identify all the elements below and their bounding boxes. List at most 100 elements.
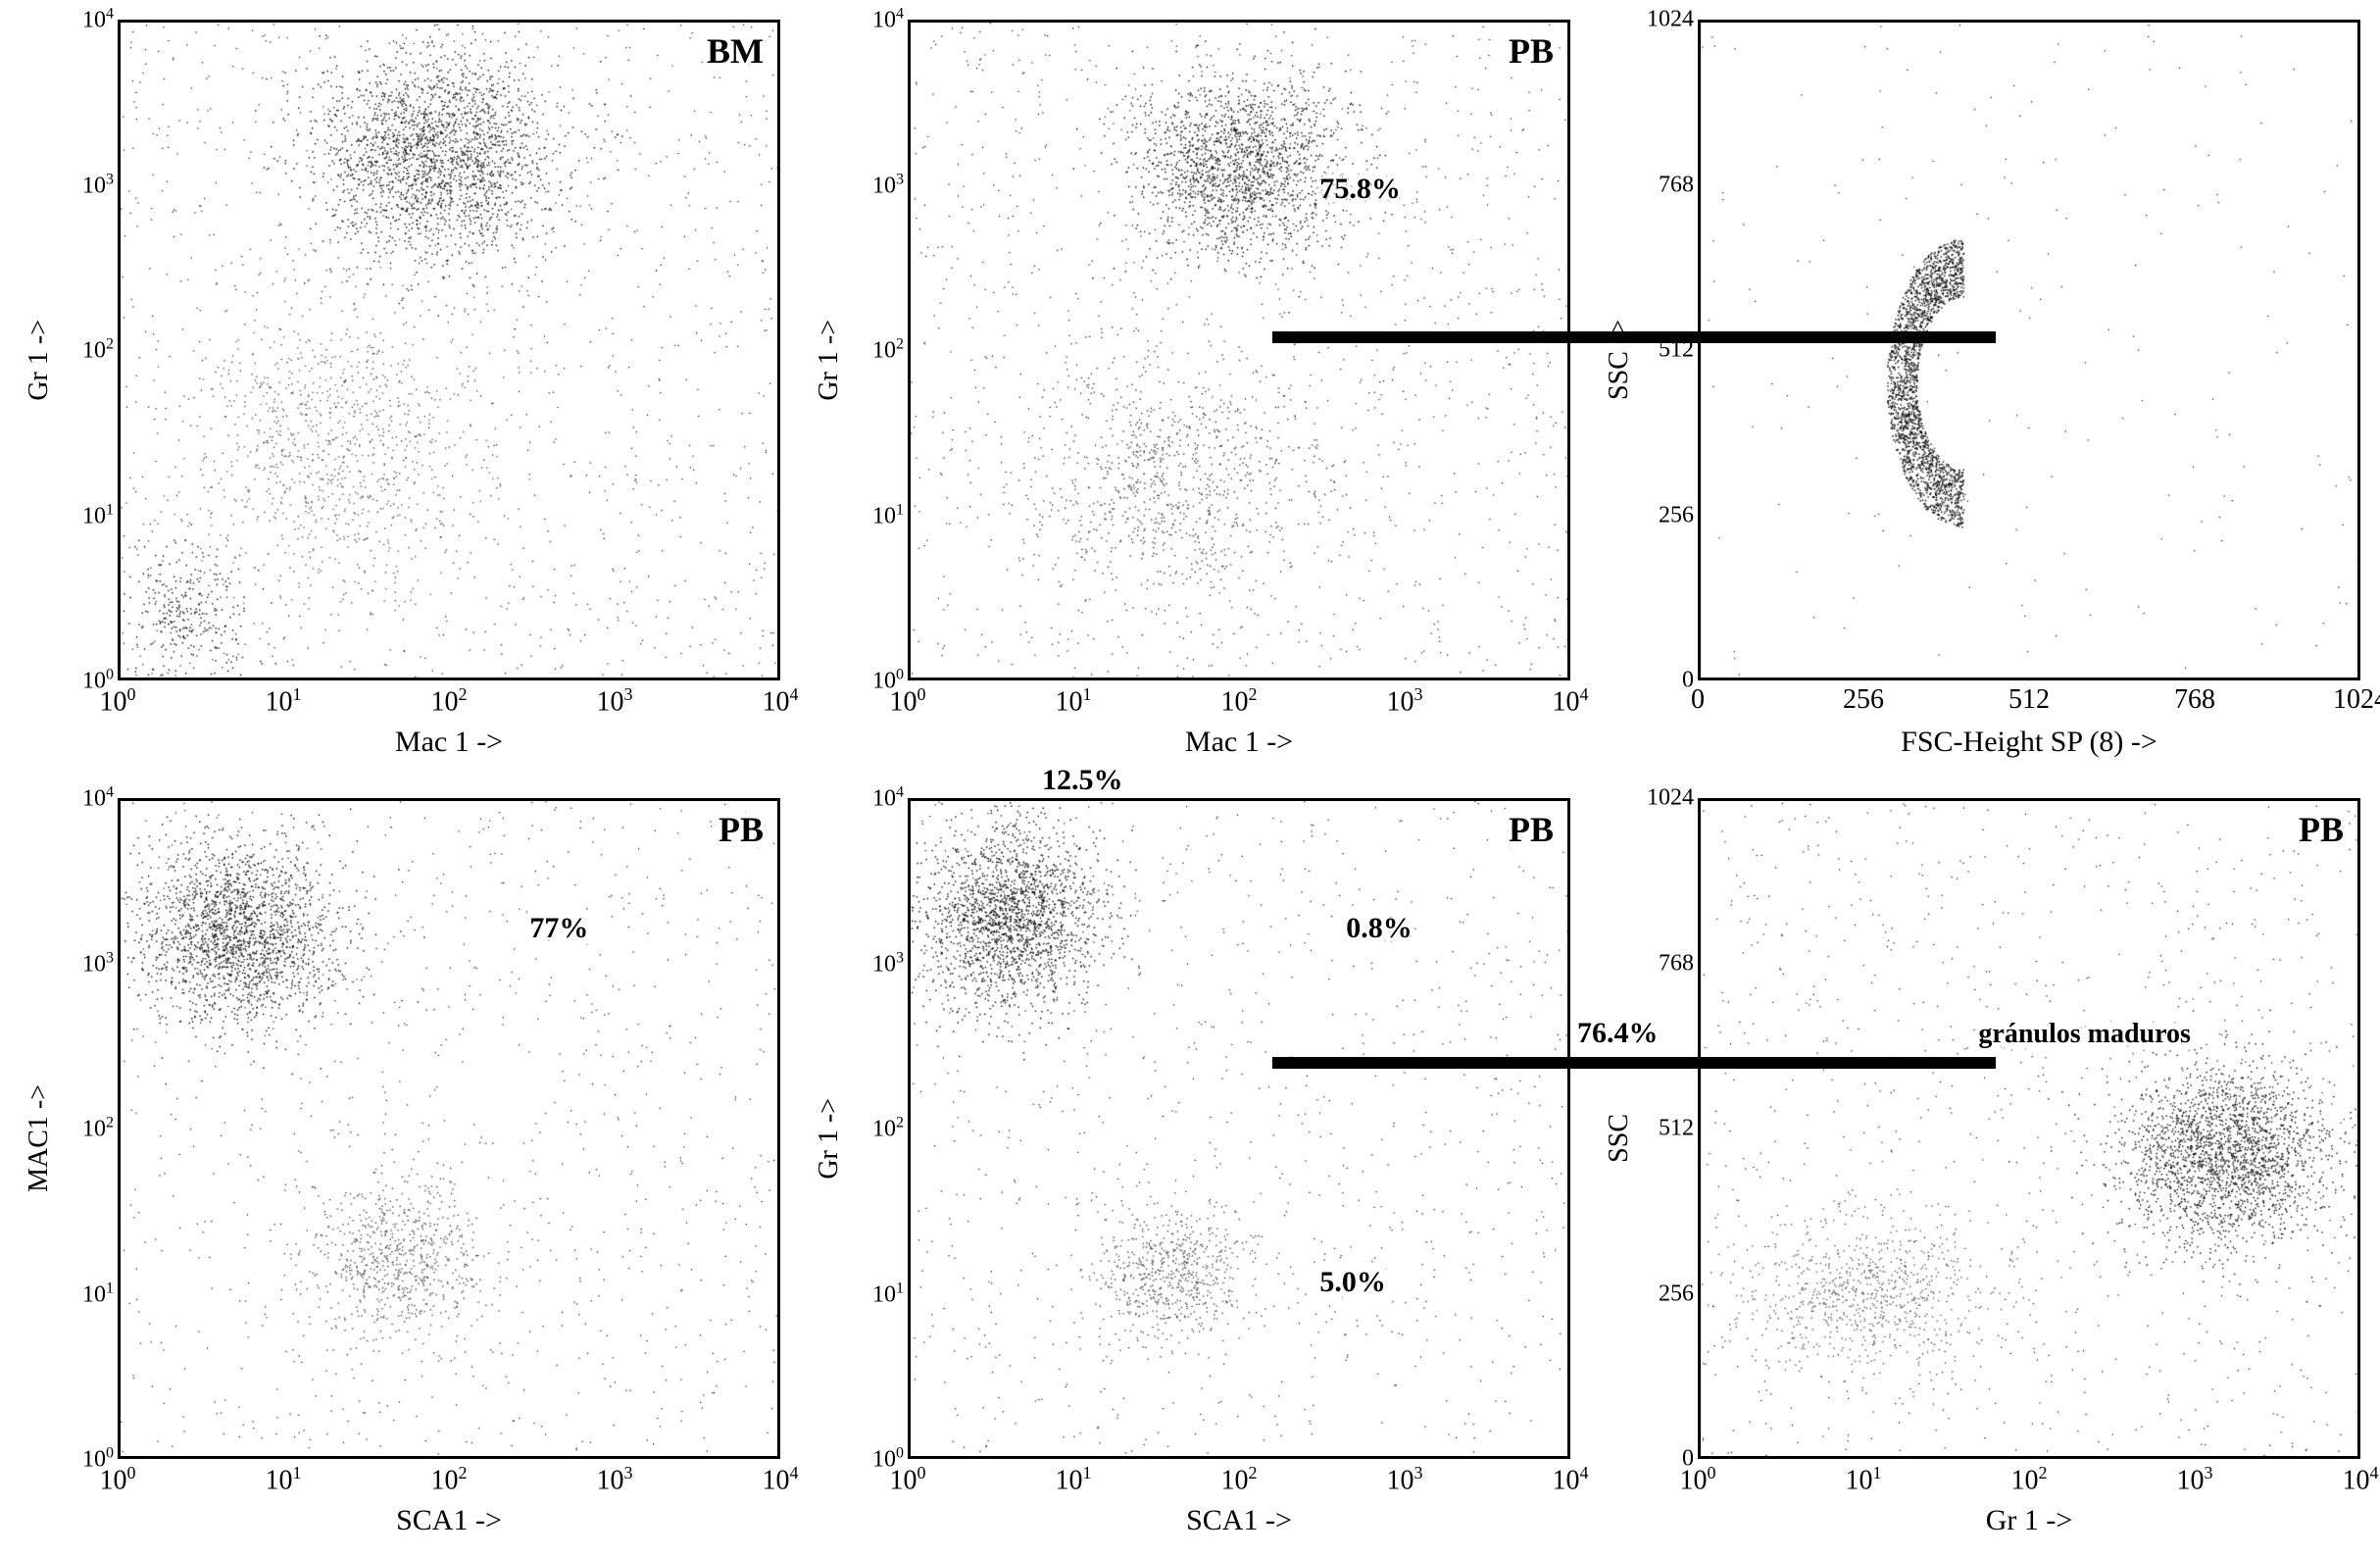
y-tick-label: 103 bbox=[872, 171, 904, 199]
y-tick-label: 104 bbox=[82, 6, 114, 34]
y-tick-label: 256 bbox=[1659, 502, 1694, 528]
y-axis-ticks: 100101102103104 bbox=[59, 798, 118, 1459]
x-tick-label: 103 bbox=[597, 684, 633, 718]
panel-tag: PB bbox=[1505, 809, 1558, 850]
x-tick-label: 0 bbox=[1691, 684, 1705, 716]
x-tick-label: 100 bbox=[100, 684, 136, 718]
x-tick-label: 104 bbox=[2343, 1463, 2379, 1496]
panel-tag: BM bbox=[703, 30, 768, 72]
y-tick-label: 101 bbox=[872, 1280, 904, 1308]
x-tick-label: 512 bbox=[2008, 684, 2050, 716]
x-axis-row: 100101102103104Mac 1 -> bbox=[908, 680, 1570, 759]
y-tick-label: 101 bbox=[82, 1280, 114, 1308]
x-tick-label: 101 bbox=[1056, 1463, 1092, 1496]
y-tick-label: 1024 bbox=[1647, 7, 1694, 33]
x-axis-label: SCA1 -> bbox=[396, 1504, 502, 1537]
y-tick-label: 102 bbox=[872, 336, 904, 365]
x-tick-label: 104 bbox=[1553, 684, 1589, 718]
panel-E: Gr 1 ->100101102103104PB0.8%5.0%76.4%12.… bbox=[810, 798, 1570, 1537]
x-tick-label: 101 bbox=[266, 684, 302, 718]
panel-tag: PB bbox=[1505, 30, 1558, 72]
plot-wrap: BM 100101102103104Mac 1 -> bbox=[118, 20, 780, 759]
x-axis-row: 100101102103104Mac 1 -> bbox=[118, 680, 780, 759]
annotation: 75.8% bbox=[1317, 173, 1403, 206]
x-tick-label: 103 bbox=[1387, 1463, 1423, 1496]
x-tick-label: 101 bbox=[1846, 1463, 1882, 1496]
scatter-canvas bbox=[911, 23, 1567, 678]
annotation: gránulos maduros bbox=[1976, 1019, 2193, 1050]
x-tick-label: 104 bbox=[763, 1463, 799, 1496]
figure-grid: Gr 1 ->100101102103104BM100101102103104M… bbox=[20, 20, 2360, 1537]
x-axis-row: 02565127681024FSC-Height SP (8) -> bbox=[1698, 680, 2360, 759]
x-axis-row: 100101102103104SCA1 -> bbox=[908, 1459, 1570, 1537]
y-tick-label: 101 bbox=[82, 501, 114, 529]
panel-tag: PB bbox=[2295, 809, 2348, 850]
panel-C: SSC ->0256512768102402565127681024FSC-He… bbox=[1600, 20, 2360, 759]
y-axis-label: Gr 1 -> bbox=[810, 1098, 849, 1180]
y-tick-label: 104 bbox=[872, 784, 904, 813]
y-axis-ticks: 02565127681024 bbox=[1639, 798, 1698, 1459]
y-tick-label: 768 bbox=[1659, 172, 1694, 198]
x-tick-label: 100 bbox=[100, 1463, 136, 1496]
x-tick-label: 100 bbox=[890, 1463, 926, 1496]
x-tick-label: 101 bbox=[266, 1463, 302, 1496]
annotation: 5.0% bbox=[1317, 1266, 1388, 1299]
plot-wrap: 02565127681024FSC-Height SP (8) -> bbox=[1698, 20, 2360, 759]
y-axis-label: MAC1 -> bbox=[20, 1084, 59, 1192]
connector-bar bbox=[1272, 331, 1996, 343]
y-axis-label: SSC bbox=[1600, 1114, 1639, 1163]
panel-A: Gr 1 ->100101102103104BM100101102103104M… bbox=[20, 20, 780, 759]
x-axis-label: FSC-Height SP (8) -> bbox=[1901, 726, 2157, 759]
x-tick-label: 101 bbox=[1056, 684, 1092, 718]
x-axis-label: Gr 1 -> bbox=[1986, 1504, 2073, 1537]
panel-D: MAC1 ->100101102103104PB77% 100 101 102 103 1… bbox=[20, 798, 780, 1537]
x-tick-label: 103 bbox=[2177, 1463, 2213, 1496]
scatter-canvas bbox=[911, 801, 1567, 1456]
x-tick-label: 100 bbox=[1680, 1463, 1716, 1496]
y-tick-label: 102 bbox=[82, 336, 114, 365]
plot-wrap: PBgránulos maduros100101102103104Gr 1 -> bbox=[1698, 798, 2360, 1537]
scatter-canvas bbox=[121, 801, 777, 1456]
y-tick-label: 512 bbox=[1659, 1116, 1694, 1142]
y-axis-ticks: 100101102103104 bbox=[849, 798, 908, 1459]
x-tick-label: 1024 bbox=[2333, 684, 2380, 716]
x-tick-label: 102 bbox=[2011, 1463, 2048, 1496]
plot-box: PB77% bbox=[118, 798, 780, 1459]
top-annotation: 12.5% bbox=[1042, 764, 1123, 797]
y-tick-label: 104 bbox=[872, 6, 904, 34]
plot-box: PB 75.8% bbox=[908, 20, 1570, 680]
plot-box: BM bbox=[118, 20, 780, 680]
x-axis-row: 100101102103104Gr 1 -> bbox=[1698, 1459, 2360, 1537]
x-tick-label: 102 bbox=[431, 1463, 468, 1496]
plot-wrap: PB0.8%5.0%76.4%12.5%100101102103104SCA1 … bbox=[908, 798, 1570, 1537]
y-tick-label: 102 bbox=[872, 1115, 904, 1143]
plot-box: PB0.8%5.0%76.4%12.5% bbox=[908, 798, 1570, 1459]
x-tick-label: 104 bbox=[763, 684, 799, 718]
panel-B: Gr 1 ->100101102103104PB75.8%10010110210… bbox=[810, 20, 1570, 759]
x-axis-label: SCA1 -> bbox=[1186, 1504, 1292, 1537]
y-axis-label: Gr 1 -> bbox=[20, 320, 59, 401]
annotation: 77% bbox=[527, 912, 590, 945]
x-tick-label: 103 bbox=[597, 1463, 633, 1496]
x-tick-label: 256 bbox=[1843, 684, 1884, 716]
y-tick-label: 256 bbox=[1659, 1281, 1694, 1307]
plot-box bbox=[1698, 20, 2360, 680]
scatter-canvas bbox=[1701, 801, 2357, 1456]
x-tick-label: 768 bbox=[2174, 684, 2215, 716]
x-tick-label: 102 bbox=[1221, 1463, 1258, 1496]
connector-bar bbox=[1272, 1057, 1996, 1069]
plot-wrap: PB 75.8% 100101102103104Mac 1 -> bbox=[908, 20, 1570, 759]
x-axis-label: Mac 1 -> bbox=[1185, 726, 1293, 759]
x-tick-label: 104 bbox=[1553, 1463, 1589, 1496]
y-axis-ticks: 100101102103104 bbox=[849, 20, 908, 680]
y-tick-label: 104 bbox=[82, 784, 114, 813]
y-tick-label: 103 bbox=[82, 949, 114, 978]
annotation: 0.8% bbox=[1344, 912, 1414, 945]
plot-wrap: PB77%100101102103104SCA1 -> bbox=[118, 798, 780, 1537]
x-axis-label: Mac 1 -> bbox=[395, 726, 503, 759]
y-tick-label: 103 bbox=[82, 171, 114, 199]
scatter-canvas bbox=[1701, 23, 2357, 678]
x-tick-label: 103 bbox=[1387, 684, 1423, 718]
y-tick-label: 768 bbox=[1659, 950, 1694, 977]
scatter-canvas bbox=[121, 23, 777, 678]
